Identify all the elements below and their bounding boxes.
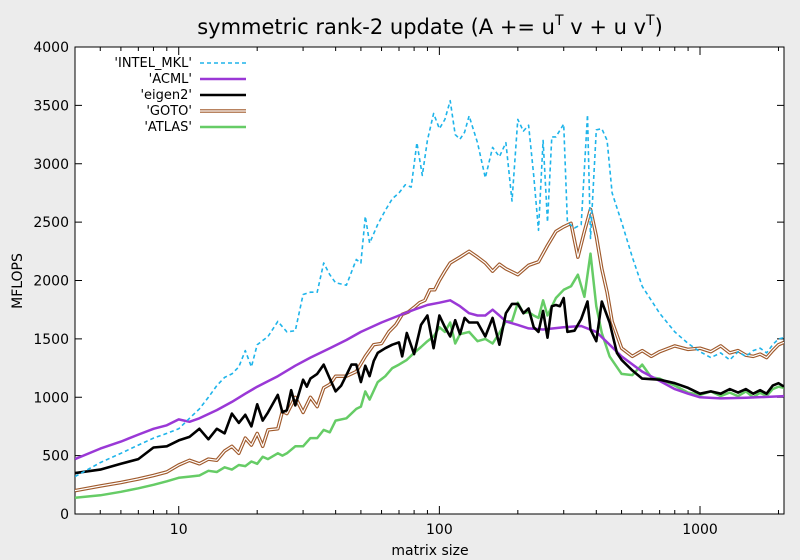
series-line-goto-inner — [75, 208, 784, 492]
x-tick-label: 1000 — [682, 522, 718, 538]
plot-area — [74, 46, 785, 515]
y-tick-label: 4000 — [33, 40, 69, 56]
legend-label: 'ACML' — [149, 72, 192, 87]
y-axis-label: MFLOPS — [10, 253, 26, 309]
y-tick-label: 3000 — [33, 157, 69, 173]
legend-label: 'eigen2' — [140, 88, 192, 103]
chart-title: symmetric rank-2 update (A += uT v + u v… — [197, 13, 663, 39]
axis-ticks: 0 500 1000 1500 2000 2500 3000 3500 4000 10 100 100… — [33, 40, 784, 538]
y-tick-label: 1000 — [33, 390, 69, 406]
legend-label: 'ATLAS' — [144, 120, 192, 135]
x-axis-label: matrix size — [391, 543, 468, 559]
legend-label: 'GOTO' — [146, 104, 192, 119]
x-tick-label: 100 — [426, 522, 453, 538]
y-tick-label: 2500 — [33, 215, 69, 231]
y-tick-label: 1500 — [33, 332, 69, 348]
y-tick-label: 500 — [42, 449, 69, 465]
y-tick-label: 2000 — [33, 274, 69, 290]
legend: 'INTEL_MKL''ACML''eigen2''GOTO''ATLAS' — [114, 56, 246, 135]
series-line-intel-mkl — [75, 99, 784, 478]
x-tick-label: 10 — [170, 522, 188, 538]
legend-label: 'INTEL_MKL' — [114, 56, 192, 71]
y-tick-label: 3500 — [33, 98, 69, 114]
y-tick-label: 0 — [60, 507, 69, 523]
series-lines — [75, 99, 784, 499]
series-line-acml — [75, 299, 784, 461]
series-line-eigen2 — [75, 296, 784, 475]
